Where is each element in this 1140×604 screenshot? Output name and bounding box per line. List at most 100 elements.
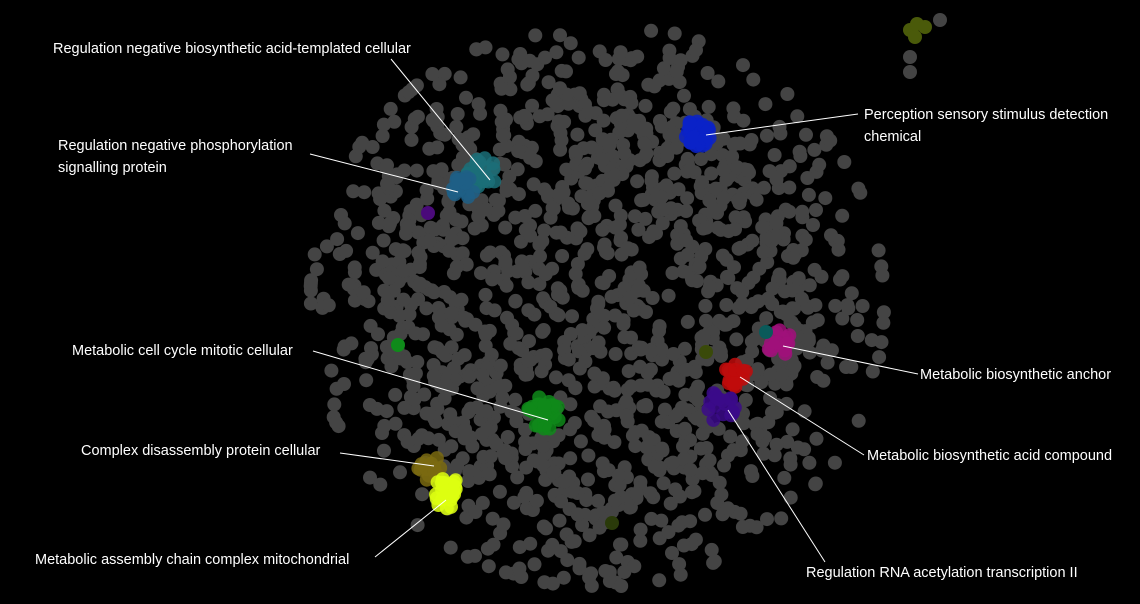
node xyxy=(450,458,465,473)
node xyxy=(609,403,624,418)
node xyxy=(690,274,704,289)
node xyxy=(575,323,590,338)
node xyxy=(604,289,619,304)
node xyxy=(687,484,702,499)
node xyxy=(617,146,632,161)
node xyxy=(632,260,647,275)
node xyxy=(729,332,744,347)
node xyxy=(638,211,653,226)
node xyxy=(701,284,716,299)
node xyxy=(492,142,507,157)
node xyxy=(728,222,742,237)
background-nodes xyxy=(303,13,947,593)
node xyxy=(481,559,496,574)
node xyxy=(419,183,434,198)
node xyxy=(669,64,684,79)
node xyxy=(630,174,645,189)
node xyxy=(511,144,526,158)
node xyxy=(677,421,692,436)
node xyxy=(449,259,464,274)
node xyxy=(666,347,681,361)
node xyxy=(597,422,612,437)
cluster-node xyxy=(699,345,713,359)
node xyxy=(652,323,666,338)
node xyxy=(575,283,590,298)
node xyxy=(612,217,627,232)
node xyxy=(664,201,678,216)
node xyxy=(409,197,424,212)
node xyxy=(712,475,727,490)
node xyxy=(726,137,741,152)
node xyxy=(844,286,859,301)
node xyxy=(795,204,810,219)
node xyxy=(629,486,644,501)
node xyxy=(774,367,789,382)
cluster-node xyxy=(439,501,454,516)
node xyxy=(500,310,514,325)
node xyxy=(521,275,536,290)
node xyxy=(388,387,403,402)
node xyxy=(698,298,713,313)
node xyxy=(495,128,510,143)
node xyxy=(538,50,552,65)
node xyxy=(421,431,436,446)
node xyxy=(696,329,711,344)
cluster-node xyxy=(702,130,717,145)
node xyxy=(419,301,434,316)
node xyxy=(546,201,561,216)
node xyxy=(767,148,782,162)
node xyxy=(695,175,709,190)
node xyxy=(411,245,426,260)
node xyxy=(903,50,917,64)
node xyxy=(375,129,390,143)
node xyxy=(483,245,498,260)
cluster-label-8: Metabolic biosynthetic acid compound xyxy=(867,448,1112,464)
cluster-node xyxy=(724,392,739,407)
node xyxy=(790,109,805,124)
node xyxy=(679,204,694,218)
node xyxy=(721,271,736,286)
node xyxy=(321,298,336,313)
node xyxy=(812,157,827,172)
node xyxy=(474,266,488,281)
node xyxy=(735,520,750,534)
node xyxy=(457,431,472,446)
cluster-label-7: Metabolic biosynthetic anchor xyxy=(920,367,1111,383)
node xyxy=(409,163,424,178)
node xyxy=(802,278,817,293)
node xyxy=(449,119,464,134)
node xyxy=(467,221,482,236)
node xyxy=(614,579,629,593)
node xyxy=(750,427,765,442)
node xyxy=(557,114,572,129)
node xyxy=(498,565,513,580)
node xyxy=(596,113,611,128)
node xyxy=(656,61,671,76)
node xyxy=(769,437,784,452)
node xyxy=(606,167,621,182)
node xyxy=(755,220,770,235)
cluster-node xyxy=(683,116,698,131)
cluster-node xyxy=(542,421,557,436)
node xyxy=(677,88,691,103)
node xyxy=(495,390,510,405)
node xyxy=(777,470,792,485)
node xyxy=(499,183,514,198)
node xyxy=(918,20,932,34)
node xyxy=(526,177,541,192)
node xyxy=(647,79,662,94)
node xyxy=(613,537,627,552)
node xyxy=(506,495,521,510)
node xyxy=(508,294,523,309)
node xyxy=(573,224,588,239)
node xyxy=(586,312,601,326)
node xyxy=(672,557,687,572)
node xyxy=(643,362,658,377)
node xyxy=(660,149,675,164)
cluster-node xyxy=(479,169,494,184)
node xyxy=(638,98,653,113)
node xyxy=(536,519,551,534)
node xyxy=(634,340,649,355)
node xyxy=(791,271,806,286)
node xyxy=(756,180,771,195)
